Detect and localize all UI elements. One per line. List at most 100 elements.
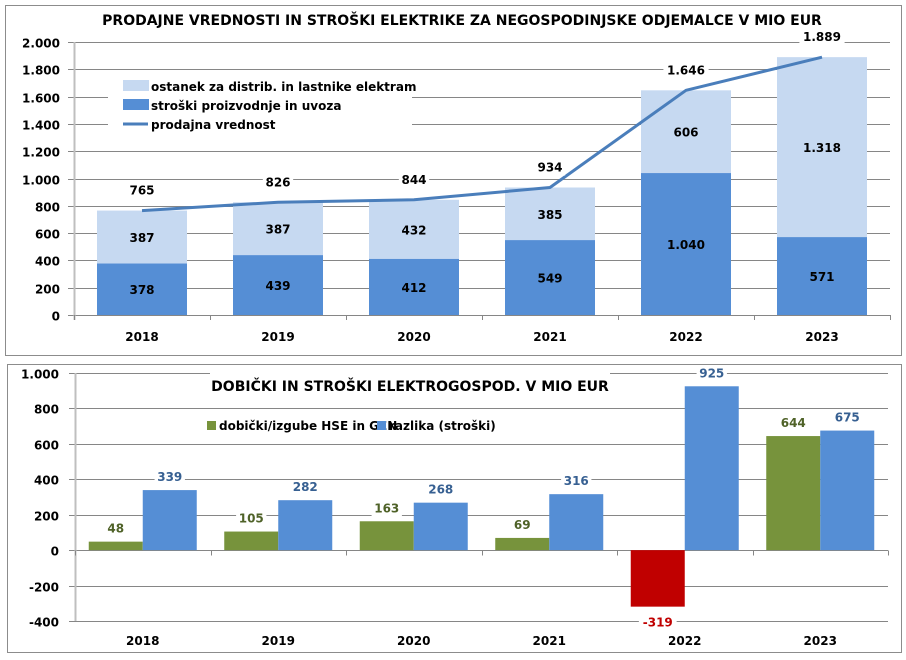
x-tick-label: 2018 [125,330,158,344]
x-tick-label: 2021 [533,330,566,344]
y-tick-label: 800 [34,403,59,417]
data-label-prodajna: 1.646 [667,63,705,77]
bar-stroski-proizvodnje [233,255,323,315]
bar-ostanek [505,187,595,241]
data-label-razlika: 316 [564,474,589,488]
y-tick-label: 200 [34,510,59,524]
bottom-title-background [210,372,610,398]
legend-bg [108,74,412,134]
data-label-razlika: 282 [293,480,318,494]
bar-razlika [142,490,197,551]
y-tick-label: 1.000 [21,368,59,382]
bar-razlika [278,500,333,551]
data-label-stroski: 378 [129,283,154,297]
data-label-prodajna-bg [799,30,845,46]
data-label-dobicki: 163 [374,501,399,515]
data-label-ostanek: 387 [129,231,154,245]
x-tick-label: 2018 [126,634,159,648]
data-label-ostanek: 432 [401,223,426,237]
data-label-prodajna-bg [663,63,709,79]
bar-stroski-proizvodnje [369,258,459,315]
legend-swatch [377,421,386,430]
legend-label: ostanek za distrib. in lastnike elektram [151,80,416,94]
y-tick-label: 400 [34,474,59,488]
y-tick-label: 200 [35,283,60,297]
x-tick-label: 2022 [668,634,701,648]
bar-dobicki [495,537,550,551]
data-label-razlika: 339 [157,470,182,484]
legend-label: prodajna vrednost [151,118,276,132]
top-chart-title: PRODAJNE VREDNOSTI IN STROŠKI ELEKTRIKE … [102,11,822,29]
bar-ostanek [641,90,731,174]
data-label-dobicki-bg [236,511,267,527]
bottom-x-axis-tick-labels: 2018 2019 2020 2021 2022 2023 [126,634,837,648]
y-tick-label: 600 [35,228,60,242]
bar-ostanek [369,199,459,259]
bar-izguba [630,550,685,607]
data-label-razlika-bg [561,474,592,490]
data-label-ostanek: 387 [265,223,290,237]
data-label-dobicki-bg [778,416,809,432]
y-tick-label: 2.000 [22,37,60,51]
bottom-data-labels: 48 339 105 282 163 268 69 316 -319 925 644 675 [104,366,863,631]
data-label-stroski: 571 [809,270,834,284]
y-tick-label: 400 [35,255,60,269]
data-label-prodajna-bg [534,160,566,176]
bottom-chart-title: DOBIČKI IN STROŠKI ELEKTROGOSPOD. V MIO … [211,377,609,395]
data-label-stroski: 549 [537,272,562,286]
x-tick-label: 2020 [397,330,430,344]
x-tick-label: 2023 [804,634,837,648]
y-tick-label: -400 [29,616,59,630]
legend-swatch [123,99,149,110]
data-label-dobicki-bg [510,517,534,533]
data-label-dobicki: 48 [107,522,124,536]
data-label-razlika: 925 [699,366,724,380]
bar-stroski-proizvodnje [97,263,187,315]
data-label-razlika: 675 [835,411,860,425]
bar-dobicki [224,531,279,551]
line-prodajna-vrednost [141,55,823,213]
data-label-ostanek: 1.318 [803,141,841,155]
data-label-razlika: 268 [428,483,453,497]
data-label-dobicki-bg [371,501,402,517]
data-label-stroski: 439 [265,279,290,293]
y-tick-label: 0 [51,545,59,559]
bar-dobicki [359,521,414,551]
data-label-ostanek: 606 [673,126,698,140]
y-tick-label: 1.400 [22,119,60,133]
legend-swatch [123,80,149,91]
y-tick-label: 1.000 [22,174,60,188]
x-tick-label: 2019 [262,634,295,648]
bar-razlika [684,386,739,551]
data-label-prodajna-bg [262,175,294,191]
legend-label: razlika (stroški) [389,419,496,433]
data-label-prodajna: 844 [401,173,426,187]
x-tick-label: 2021 [533,634,566,648]
y-tick-label: 1.600 [22,92,60,106]
bottom-y-axis-tick-labels: -400 -200 0 200 400 600 800 1.000 [21,368,59,630]
data-label-dobicki-bg [104,521,128,537]
y-tick-label: 1.200 [22,146,60,160]
bar-razlika [549,494,604,551]
data-label-dobicki-bg [638,615,677,631]
data-label-prodajna: 826 [265,175,290,189]
top-legend: ostanek za distrib. in lastnike elektram… [108,74,416,134]
data-label-stroski: 1.040 [667,238,705,252]
bar-stroski-proizvodnje [777,237,867,315]
bar-ostanek [233,202,323,256]
data-label-prodajna-bg [398,172,430,188]
y-tick-label: 800 [35,201,60,215]
bottom-bars [88,386,875,607]
bar-razlika [413,502,468,551]
bar-ostanek [777,57,867,238]
top-x-axis-tick-labels: 2018 2019 2020 2021 2022 2023 [125,330,838,344]
bar-razlika [820,430,875,551]
data-label-prodajna: 765 [129,184,154,198]
bar-ostanek [97,210,187,264]
data-label-razlika-bg [290,480,321,496]
x-tick-label: 2020 [397,634,430,648]
data-label-dobicki: 69 [514,518,531,532]
bar-dobicki [88,541,143,551]
legend-label: dobički/izgube HSE in GEN [219,419,397,433]
